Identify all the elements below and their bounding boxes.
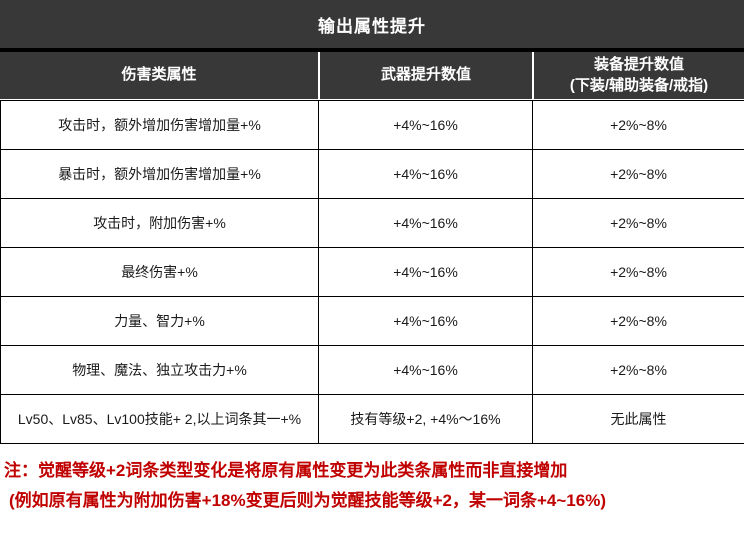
- cell-equipment-value: +2%~8%: [532, 296, 744, 346]
- header-equipment-value: 装备提升数值 (下装/辅助装备/戒指): [532, 52, 744, 99]
- footnote-line-2: (例如原有属性为附加伤害+18%变更后则为觉醒技能等级+2，某一词条+4~16%…: [9, 490, 606, 510]
- cell-weapon-value: +4%~16%: [318, 247, 533, 297]
- attribute-table: 攻击时，额外增加伤害增加量+% +4%~16% +2%~8% 暴击时，额外增加伤…: [0, 100, 744, 444]
- cell-weapon-value: +4%~16%: [318, 149, 533, 199]
- table-row: Lv50、Lv85、Lv100技能+ 2,以上词条其一+% 技有等级+2, +4…: [0, 394, 744, 444]
- cell-attribute: 力量、智力+%: [0, 296, 319, 346]
- cell-attribute: 物理、魔法、独立攻击力+%: [0, 345, 319, 395]
- footnote-line-1: 注：觉醒等级+2词条类型变化是将原有属性变更为此类条属性而非直接增加: [4, 461, 568, 480]
- cell-equipment-value: +2%~8%: [532, 149, 744, 199]
- footnote: 注：觉醒等级+2词条类型变化是将原有属性变更为此类条属性而非直接增加 (例如原有…: [0, 444, 744, 516]
- cell-equipment-value: +2%~8%: [532, 345, 744, 395]
- cell-weapon-value: +4%~16%: [318, 345, 533, 395]
- table-row: 攻击时，额外增加伤害增加量+% +4%~16% +2%~8%: [0, 100, 744, 150]
- cell-equipment-value: +2%~8%: [532, 247, 744, 297]
- table-row: 最终伤害+% +4%~16% +2%~8%: [0, 247, 744, 297]
- cell-attribute: 暴击时，额外增加伤害增加量+%: [0, 149, 319, 199]
- table-row: 力量、智力+% +4%~16% +2%~8%: [0, 296, 744, 346]
- header-weapon-value-label: 武器提升数值: [380, 66, 471, 84]
- header-equipment-value-line1: 装备提升数值: [593, 56, 684, 74]
- cell-weapon-value: +4%~16%: [318, 100, 533, 150]
- table-title-bar: 输出属性提升: [0, 0, 744, 52]
- table-header-row: 伤害类属性 武器提升数值 装备提升数值 (下装/辅助装备/戒指): [0, 52, 744, 99]
- cell-attribute: Lv50、Lv85、Lv100技能+ 2,以上词条其一+%: [0, 394, 319, 444]
- cell-weapon-value: 技有等级+2, +4%〜16%: [318, 394, 533, 444]
- cell-weapon-value: +4%~16%: [318, 198, 533, 248]
- header-damage-attribute: 伤害类属性: [0, 52, 318, 99]
- cell-equipment-value: 无此属性: [532, 394, 744, 444]
- table-row: 暴击时，额外增加伤害增加量+% +4%~16% +2%~8%: [0, 149, 744, 199]
- table-title: 输出属性提升: [318, 16, 426, 36]
- cell-equipment-value: +2%~8%: [532, 100, 744, 150]
- cell-attribute: 攻击时，附加伤害+%: [0, 198, 319, 248]
- cell-attribute: 攻击时，额外增加伤害增加量+%: [0, 100, 319, 150]
- header-equipment-value-line2: (下装/辅助装备/戒指): [569, 76, 709, 94]
- cell-equipment-value: +2%~8%: [532, 198, 744, 248]
- header-damage-attribute-label: 伤害类属性: [121, 66, 197, 84]
- table-row: 攻击时，附加伤害+% +4%~16% +2%~8%: [0, 198, 744, 248]
- cell-attribute: 最终伤害+%: [0, 247, 319, 297]
- table-row: 物理、魔法、独立攻击力+% +4%~16% +2%~8%: [0, 345, 744, 395]
- header-weapon-value: 武器提升数值: [318, 52, 532, 99]
- cell-weapon-value: +4%~16%: [318, 296, 533, 346]
